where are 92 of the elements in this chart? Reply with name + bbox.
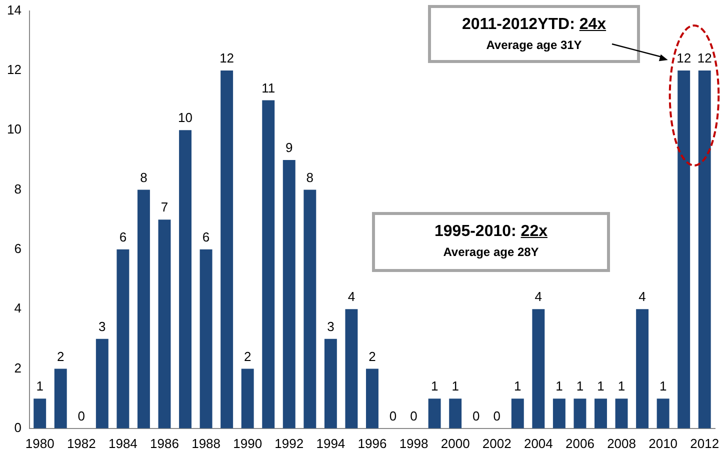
data-label: 0 xyxy=(472,408,480,424)
bar xyxy=(262,100,275,428)
data-label: 2 xyxy=(368,348,376,364)
bar xyxy=(116,249,130,428)
bar xyxy=(532,309,545,428)
bar xyxy=(179,130,192,428)
data-label: 1 xyxy=(659,378,667,394)
x-tick-label: 1990 xyxy=(233,436,262,451)
bar xyxy=(678,70,690,428)
x-tick-label: 2012 xyxy=(690,436,720,451)
x-tick-label: 2000 xyxy=(440,436,470,451)
y-tick-label: 12 xyxy=(6,62,22,78)
data-label: 3 xyxy=(98,318,106,334)
bar xyxy=(615,398,628,428)
bar xyxy=(158,220,171,428)
annotation: Average age 28Y xyxy=(442,245,540,259)
bar xyxy=(552,398,566,428)
x-tick-label: 1996 xyxy=(358,436,387,451)
text-box: 1995-2010: 22x Average age 28Y xyxy=(372,212,610,272)
data-label: 0 xyxy=(78,408,86,424)
x-tick-label: 2004 xyxy=(524,436,553,451)
annotation: 2011-2012YTD: 24x xyxy=(460,16,608,34)
bar xyxy=(137,190,150,428)
data-label: 2 xyxy=(57,348,64,364)
bar xyxy=(304,190,316,428)
data-label: 4 xyxy=(638,289,646,304)
data-label: 7 xyxy=(160,200,168,215)
data-label: 6 xyxy=(119,230,127,245)
data-label: 6 xyxy=(202,230,210,245)
bar xyxy=(594,398,607,428)
y-tick-label: 8 xyxy=(14,181,22,196)
bar xyxy=(34,398,46,428)
data-label: 12 xyxy=(220,50,234,66)
x-tick-label: 2010 xyxy=(648,436,678,451)
data-label: 12 xyxy=(676,50,692,66)
data-label: 1 xyxy=(514,378,522,394)
data-label: 0 xyxy=(410,408,418,424)
bar xyxy=(54,368,67,428)
data-label: 1 xyxy=(618,378,626,394)
bar xyxy=(428,398,441,428)
data-label: 1 xyxy=(576,378,584,394)
x-tick-label: 1986 xyxy=(150,436,179,451)
bar xyxy=(366,368,378,428)
y-tick-label: 10 xyxy=(6,122,22,137)
data-label: 10 xyxy=(178,110,192,126)
y-tick-label: 4 xyxy=(14,300,22,316)
data-label: 1 xyxy=(452,378,459,394)
data-label: 9 xyxy=(286,140,293,156)
data-label: 4 xyxy=(348,289,356,304)
bar xyxy=(220,70,234,428)
data-label: 1 xyxy=(597,378,604,394)
bar xyxy=(574,398,586,428)
x-tick-label: 2002 xyxy=(482,436,512,451)
data-label: 1 xyxy=(430,378,438,394)
data-label: 0 xyxy=(493,408,500,424)
x-tick-label: 1998 xyxy=(399,436,428,451)
x-tick-label: 2006 xyxy=(566,436,594,451)
x-tick-label: 1994 xyxy=(316,436,346,451)
data-label: 8 xyxy=(140,170,148,185)
bar xyxy=(636,309,649,428)
data-label: 3 xyxy=(327,318,334,334)
annotation: Average age 31Y xyxy=(485,38,583,52)
x-tick-label: 1982 xyxy=(66,436,96,451)
bar xyxy=(241,368,254,428)
text-box: 2011-2012YTD: 24x Average age 31Y xyxy=(428,5,640,63)
x-tick-label: 2008 xyxy=(607,436,636,451)
annotation: 1995-2010: 22x xyxy=(434,223,548,241)
data-label: 1 xyxy=(36,378,44,394)
y-tick-label: 14 xyxy=(6,2,22,18)
x-tick-label: 1980 xyxy=(25,436,54,451)
data-label: 4 xyxy=(534,289,542,304)
y-tick-label: 2 xyxy=(14,360,22,376)
bar xyxy=(282,160,296,428)
y-tick-label: 6 xyxy=(14,241,22,256)
bar xyxy=(511,398,524,428)
data-label: 2 xyxy=(244,348,252,364)
bar xyxy=(96,338,108,428)
x-tick-label: 1984 xyxy=(108,436,138,451)
bar xyxy=(345,309,358,428)
data-label: 11 xyxy=(262,80,276,96)
x-tick-label: 1988 xyxy=(192,436,220,451)
bar xyxy=(698,70,711,428)
bar xyxy=(449,398,462,428)
y-tick-label: 0 xyxy=(14,420,22,435)
bar xyxy=(324,338,337,428)
data-label: 12 xyxy=(697,50,712,66)
data-label: 0 xyxy=(389,408,397,424)
bar xyxy=(200,249,212,428)
x-tick-label: 1992 xyxy=(274,436,304,451)
bar xyxy=(656,398,670,428)
data-label: 8 xyxy=(306,170,314,185)
data-label: 1 xyxy=(556,378,563,394)
